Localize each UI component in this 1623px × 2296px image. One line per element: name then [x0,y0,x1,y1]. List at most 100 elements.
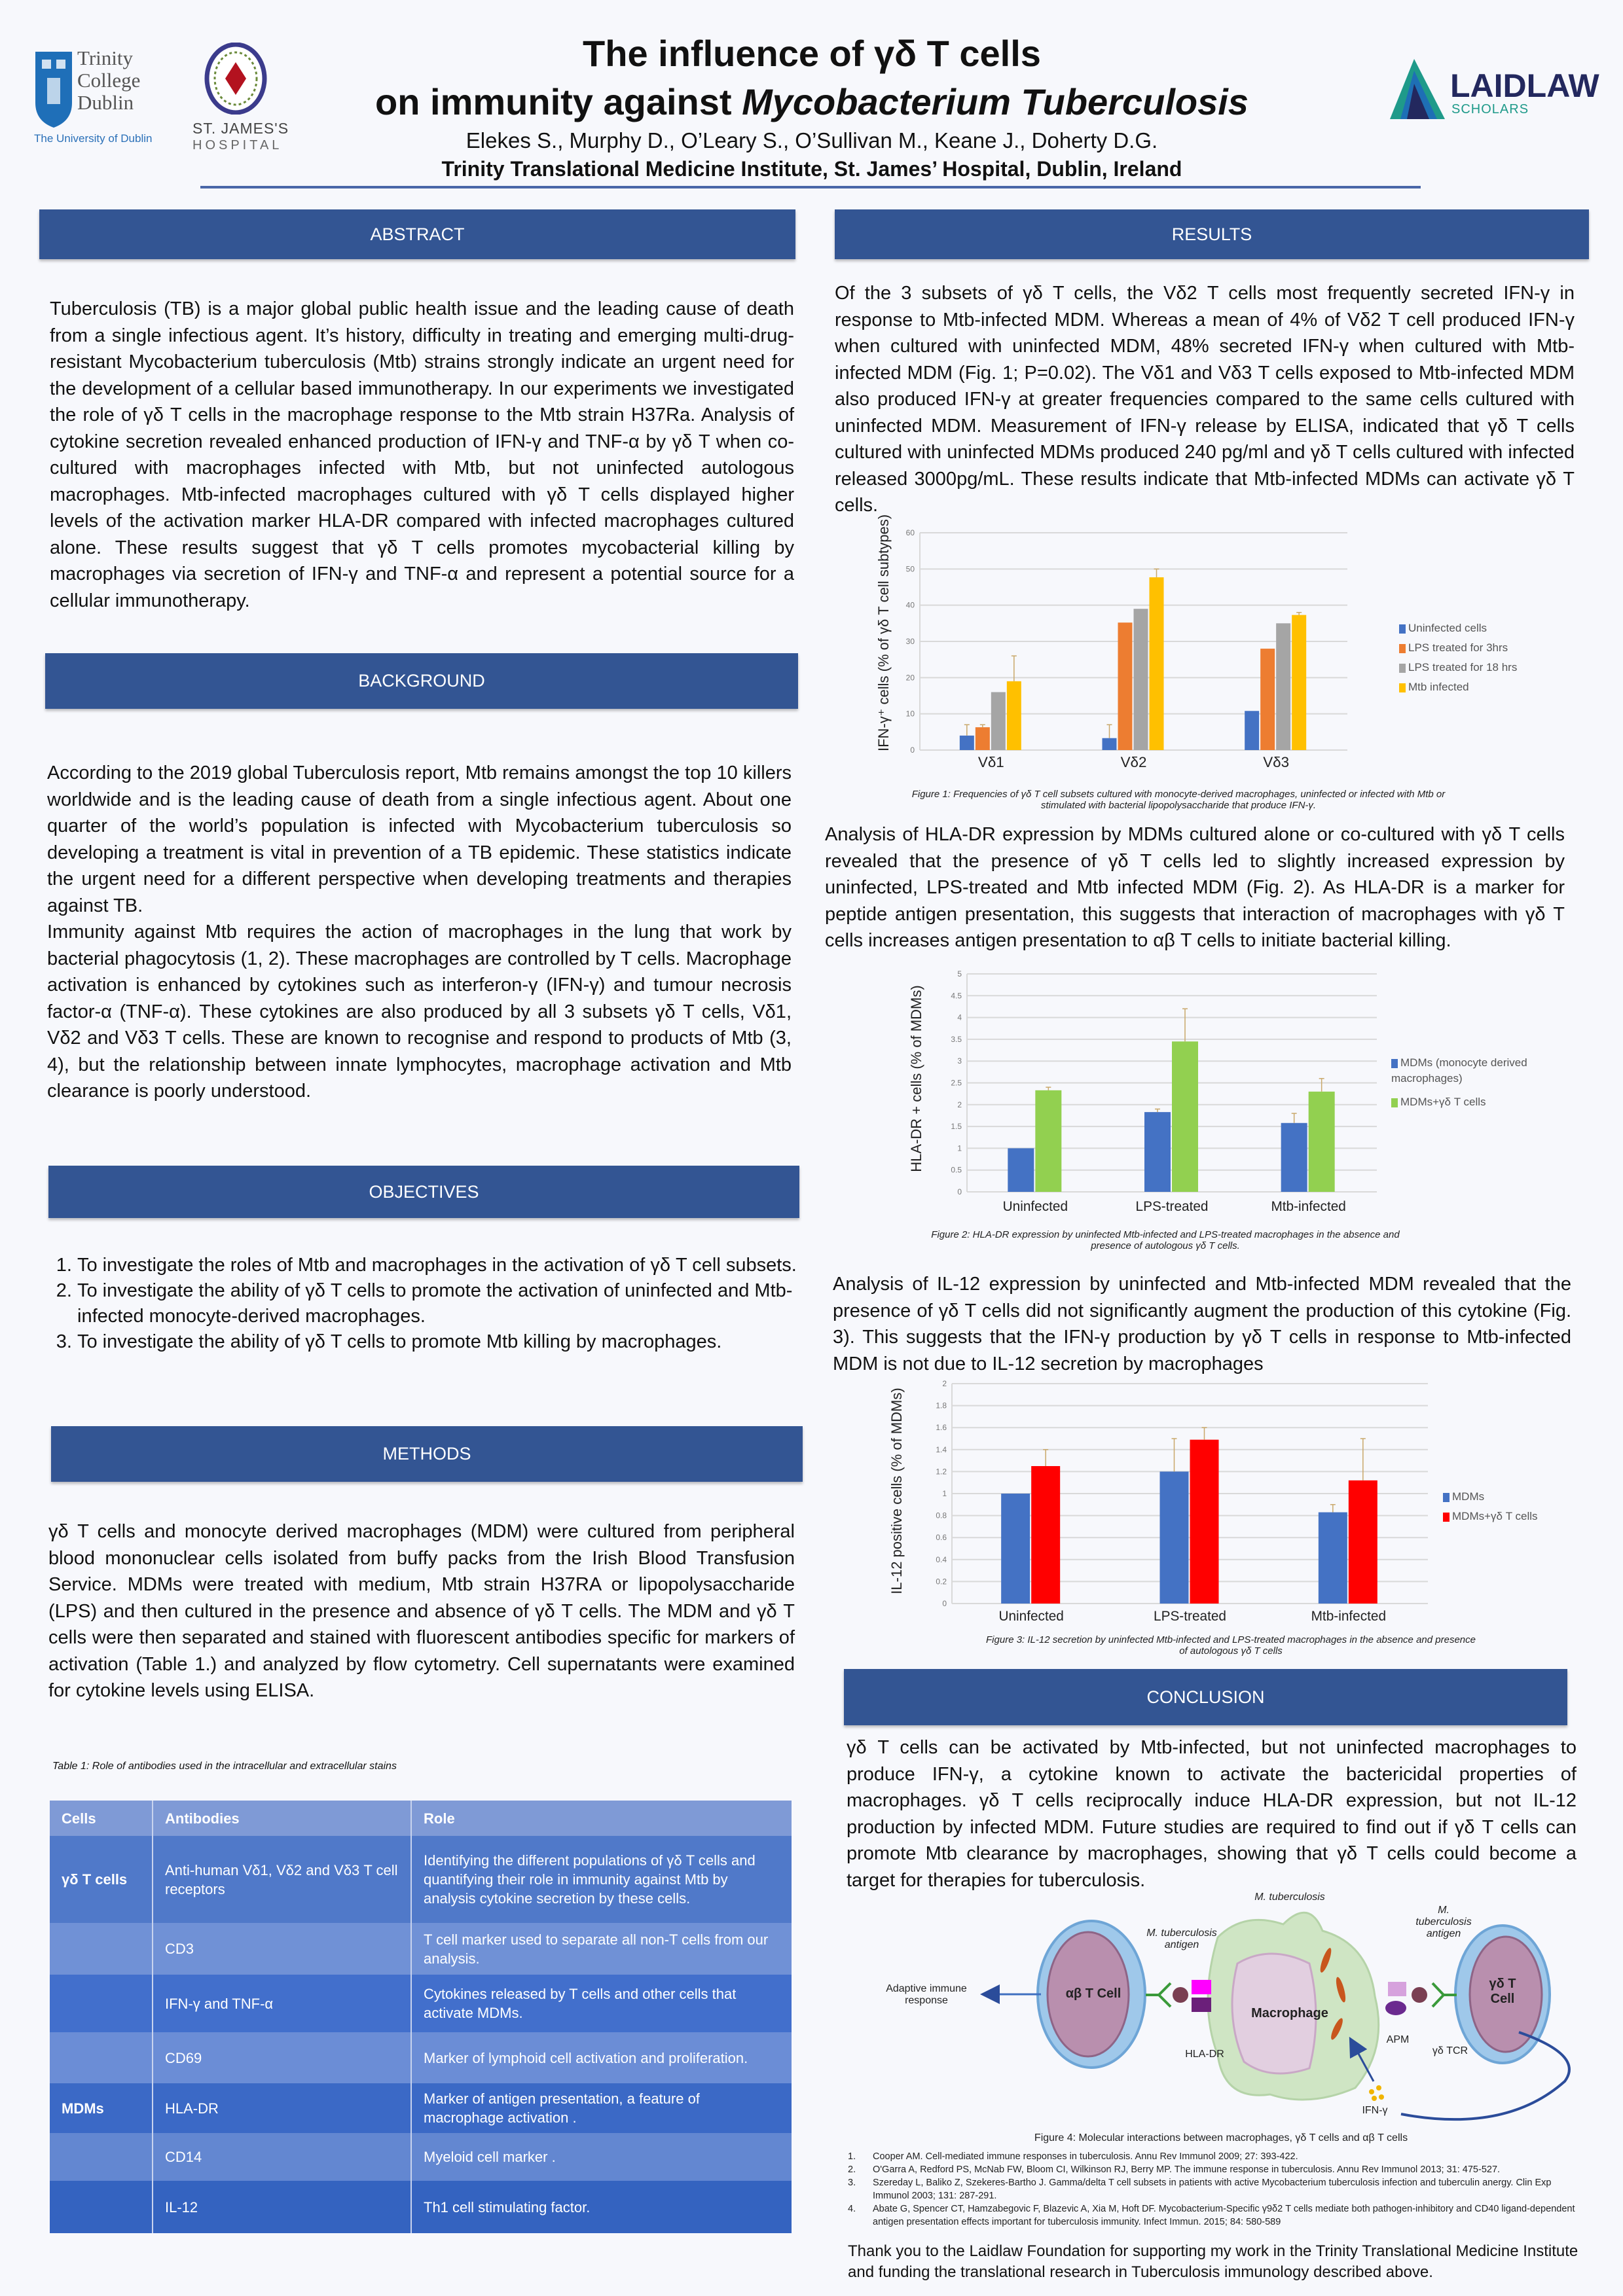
table-cell: γδ T cells [50,1836,153,1923]
legend-swatch [1399,663,1406,673]
table-cell: HLA-DR [153,2083,412,2133]
st-james-logo-line2: HOSPITAL [192,138,283,152]
fig4-label-apm: APM [1386,2034,1410,2045]
table-row: CD14 Myeloid cell marker . [50,2133,792,2181]
reference-item: 1. Cooper AM. Cell-mediated immune respon… [848,2150,1581,2163]
poster-title-line1: The influence of γδ T cells [583,33,1041,74]
bar [1149,577,1164,750]
figure-4-caption: Figure 4: Molecular interactions between… [1034,2132,1408,2144]
bar [1292,615,1307,750]
table-cell: T cell marker used to separate all non-T… [424,1931,769,1967]
bar [1260,649,1275,750]
tcd-logo-line3: Dublin [77,91,134,114]
chart-il12-plot: 0 0.2 0.4 0.6 0.8 1 1.2 1.4 1.6 1.8 2 Uninfected LPS… [936,1379,1428,1624]
y-tick-label: 3.5 [951,1035,962,1044]
table-cell: MDMs [50,2083,153,2133]
y-tick-label: 2.5 [951,1079,962,1088]
table-cell: CD69 [153,2032,412,2083]
objective-item: To investigate the roles of Mtb and macr… [77,1253,822,1278]
x-tick-label: Vδ1 [978,754,1004,770]
table-header-cell: Antibodies [153,1801,412,1836]
bar [1031,1466,1061,1604]
table-cell: Th1 cell stimulating factor. [424,2198,591,2215]
reference-number: 3. [848,2178,856,2188]
x-tick-label: Uninfected [998,1609,1063,1624]
legend-item: LPS treated for 18 hrs [1399,658,1517,677]
table-cell [50,2133,153,2181]
bar [1245,711,1260,750]
laidlaw-logo: LAIDLAW SCHOLARS [1385,58,1601,123]
apm-receptor-icon [1385,1982,1457,2015]
results-paragraph-3: Analysis of IL-12 expression by uninfect… [833,1274,1571,1374]
reference-item: 4. Abate G, Spencer CT, Hamzabegovic F, B… [848,2202,1581,2229]
y-tick-label: 0 [942,1599,947,1608]
y-tick-label: 4.5 [951,991,962,1000]
bar [1318,1512,1347,1604]
authors: Elekes S., Murphy D., O’Leary S., O’Sull… [465,128,1158,152]
y-tick-label: 2 [957,1100,962,1109]
table-row: MDMs HLA-DR Marker of antigen presentati… [50,2083,792,2133]
table-row: γδ T cells Anti-human Vδ1, Vδ2 and Vδ3 T… [50,1836,792,1923]
poster-title-line2: on immunity against Mycobacterium Tuberc… [295,79,1329,126]
fig4-label-mtb: M. tuberculosis [1254,1892,1325,1903]
legend-item: MDMs (monocyte derived macrophages) [1391,1055,1555,1086]
table-cell [50,1923,153,1975]
reference-text: Abate G, Spencer CT, Hamzabegovic F, Bla… [873,2204,1575,2227]
chart-ifn-gamma: 0 10 20 30 40 50 60 Vδ1 Vδ2 Vδ3 IFN-γ⁺ cells (% o… [871,514,1597,818]
table-row: IL-12 Th1 cell stimulating factor. [50,2181,792,2233]
x-tick-label: Mtb-infected [1311,1609,1386,1624]
table-row: CD3 T cell marker used to separate all n… [50,1923,792,1975]
bar [975,727,990,750]
bar [1001,1494,1030,1604]
objectives-heading: OBJECTIVES [48,1166,799,1218]
chart-legend: MDMs (monocyte derived macrophages) MDMs… [1391,1055,1555,1110]
legend-label: MDMs+γδ T cells [1400,1096,1486,1108]
reference-text: Szereday L, Baliko Z, Szekeres-Bartho J.… [873,2178,1552,2201]
bar [1276,623,1291,750]
legend-label: LPS treated for 18 hrs [1408,661,1518,673]
table-row: CD69 Marker of lymphoid cell activation … [50,2032,792,2083]
y-tick-label: 1.5 [951,1122,962,1131]
x-tick-label: Vδ3 [1263,754,1289,770]
chart-y-axis-title: IFN-γ⁺ cells (% of γδ T cell subtypes) [875,514,892,751]
y-tick-label: 1.4 [936,1445,947,1454]
results-paragraph-2: Analysis of HLA-DR expression by MDMs cu… [825,824,1565,951]
laidlaw-triangle-icon [1390,59,1445,119]
background-heading: BACKGROUND [45,653,798,709]
fig4-label-antigen-left: M. tuberculosis antigen [1146,1928,1217,1950]
legend-swatch [1391,1058,1398,1068]
y-tick-label: 0.5 [951,1166,962,1175]
y-tick-label: 30 [906,637,915,646]
bar [1190,1439,1219,1604]
bar [1172,1041,1198,1192]
chart-hla-dr: 0 0.5 1 1.5 2 2.5 3 3.5 4 4.5 5 Uninfected LPS-treat… [903,962,1558,1257]
legend-label: Mtb infected [1408,681,1469,693]
chart-y-axis-title: HLA-DR + cells (% of MDMs) [908,985,924,1172]
reference-number: 2. [848,2164,856,2175]
table-cell [50,2181,153,2233]
y-tick-label: 3 [957,1056,962,1066]
y-tick-label: 0.8 [936,1511,947,1520]
table-cell: CD14 [153,2133,412,2181]
table-header-row: Cells Antibodies Role [50,1801,792,1836]
fig4-label-macrophage: Macrophage [1251,2006,1328,2020]
tcd-shield-icon [35,52,72,128]
bar [1008,1148,1034,1192]
bar [1133,609,1148,750]
y-tick-label: 5 [957,969,962,978]
tcd-logo-line2: College [77,69,141,92]
y-tick-label: 1.2 [936,1467,947,1476]
table-cell: Anti-human Vδ1, Vδ2 and Vδ3 T cell recep… [153,1836,412,1923]
table-cell: Marker of antigen presentation, a featur… [424,2090,700,2126]
bar [1348,1480,1377,1604]
chart-il12: 0 0.2 0.4 0.6 0.8 1 1.2 1.4 1.6 1.8 2 Uninfected LPS… [884,1374,1578,1662]
table-cell: Cytokines released by T cells and other … [424,1986,737,2021]
bar [991,692,1006,750]
results-heading: RESULTS [835,209,1589,259]
ab-t-cell-icon [1036,1920,1146,2069]
chart-legend: MDMs MDMs+γδ T cells [1443,1487,1538,1526]
bar [1144,1112,1171,1192]
table-row: IFN-γ and TNF-α Cytokines released by T … [50,1975,792,2032]
y-tick-label: 0.4 [936,1555,947,1564]
y-tick-label: 1 [942,1489,947,1498]
